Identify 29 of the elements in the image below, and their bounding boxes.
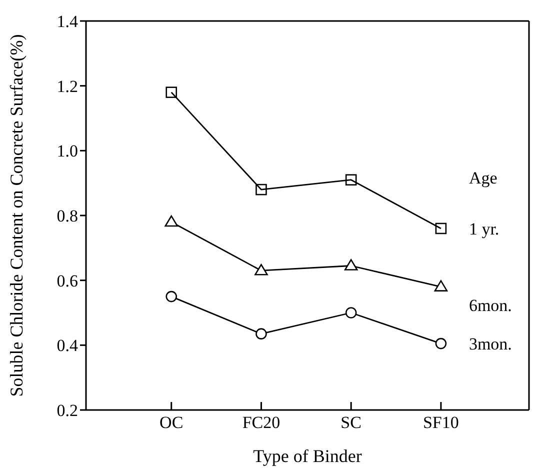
point <box>164 215 178 227</box>
point <box>256 328 267 340</box>
point <box>166 86 178 98</box>
point <box>166 290 178 302</box>
y-axis-title: Soluble Chloride Content on Concrete Surface(%) <box>6 34 26 397</box>
x-tick-label: SC <box>340 413 362 432</box>
x-tick-label: OC <box>160 413 184 432</box>
y-tick-label: 0.2 <box>56 401 78 420</box>
point <box>254 264 268 276</box>
series-label: 6mon. <box>468 296 512 315</box>
y-tick-label: 0.4 <box>56 336 78 356</box>
point <box>435 222 447 234</box>
series-label: 1 yr. <box>468 219 500 238</box>
point <box>345 174 357 186</box>
y-tick-label: 0.6 <box>56 271 78 290</box>
point <box>345 307 357 318</box>
legend-title: Age <box>468 168 498 188</box>
y-tick-label: 1.0 <box>56 142 78 161</box>
point <box>435 338 447 350</box>
series-label: 3mon. <box>468 334 512 354</box>
y-tick-label: 1.4 <box>56 12 78 32</box>
x-tick-label: FC20 <box>242 413 280 432</box>
x-tick-label: SF10 <box>422 413 459 432</box>
y-tick-label: 0.8 <box>56 206 78 226</box>
y-tick-label: 1.2 <box>56 76 78 96</box>
point <box>434 280 448 292</box>
x-axis-title: Type of Binder <box>253 446 362 466</box>
point <box>344 259 358 270</box>
point <box>256 184 267 196</box>
